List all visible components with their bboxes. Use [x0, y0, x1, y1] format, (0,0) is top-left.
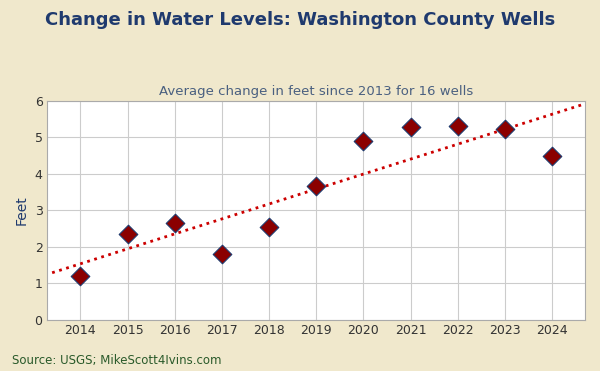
Point: [217, 251, 227, 257]
Point: [123, 231, 133, 237]
Point: [311, 183, 321, 189]
Title: Average change in feet since 2013 for 16 wells: Average change in feet since 2013 for 16…: [159, 85, 473, 98]
Point: [453, 123, 463, 129]
Point: [170, 220, 179, 226]
Text: Change in Water Levels: Washington County Wells: Change in Water Levels: Washington Count…: [45, 11, 555, 29]
Point: [76, 273, 85, 279]
Text: Source: USGS; MikeScott4Ivins.com: Source: USGS; MikeScott4Ivins.com: [12, 354, 221, 367]
Point: [359, 138, 368, 144]
Point: [406, 124, 415, 130]
Point: [500, 126, 509, 132]
Y-axis label: Feet: Feet: [15, 195, 29, 225]
Point: [547, 154, 557, 160]
Point: [264, 224, 274, 230]
